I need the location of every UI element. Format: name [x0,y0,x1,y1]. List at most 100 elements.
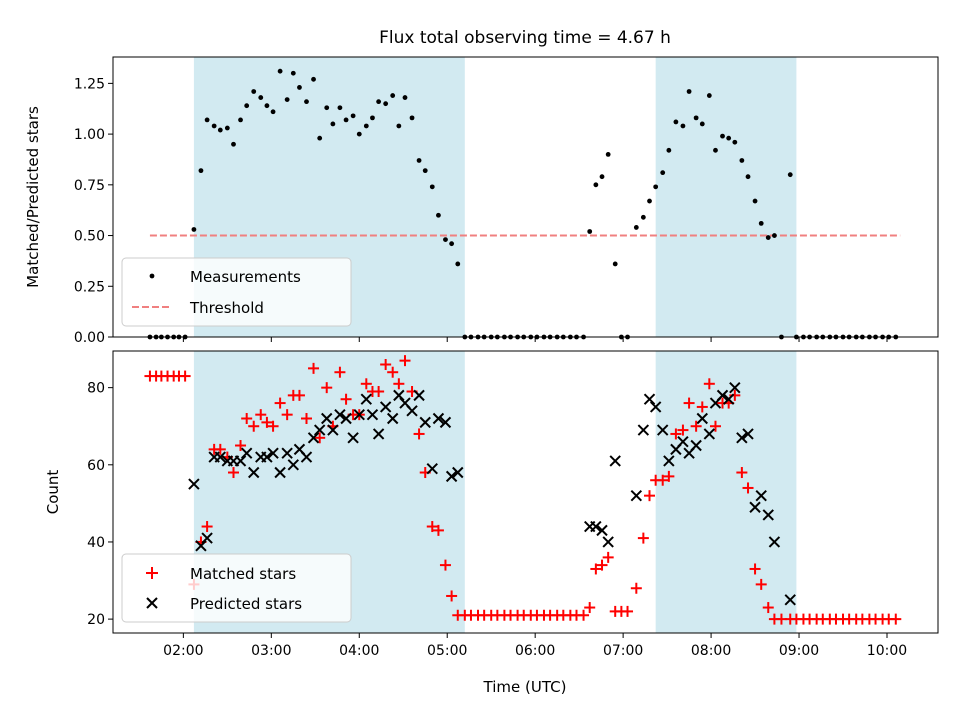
measurement-point [653,184,659,190]
measurement-point [673,119,679,125]
measurement-point [217,127,223,133]
matched-point [602,551,614,563]
measurement-point [211,123,217,129]
matched-point [373,386,385,398]
matched-point [446,590,458,602]
predicted-point [353,408,365,421]
measurement-point [370,115,375,121]
measurement-point [409,115,415,121]
measurement-point [277,68,283,74]
measurement-point [270,109,276,115]
measurement-point [429,184,435,190]
measurement-point [666,147,672,153]
matched-point [201,521,213,533]
matched-point [340,393,352,405]
predicted-point [321,412,333,425]
y-tick-label: 1.25 [74,76,105,92]
measurement-point [244,103,250,109]
measurement-point [772,233,777,238]
matched-point [426,521,438,533]
top-y-ticks: 0.00 0.25 0.50 0.75 1.00 1.25 [74,76,113,346]
bottom-x-ticks: 02:00 03:00 04:00 05:00 06:00 07:00 08:00 09:00… [163,633,907,659]
y-tick-label: 40 [87,535,105,551]
measurement-point [343,117,349,123]
bottom-y-axis-label: Count [44,470,62,515]
x-tick-label: 03:00 [251,643,291,659]
measurement-point [251,89,257,94]
measurement-point [204,117,210,123]
legend-predicted-marker [146,597,158,609]
measurement-point [402,95,408,100]
predicted-point [240,447,253,459]
predicted-point [749,501,761,513]
matched-point [663,470,675,482]
top-plot-frame [112,56,939,338]
predicted-point [426,462,438,475]
measurement-point [350,113,356,119]
measurement-point [713,147,718,153]
predicted-point [274,466,286,479]
measurement-point [383,101,389,107]
y-tick-label: 0.75 [74,178,105,194]
matched-point [703,378,715,390]
x-tick-label: 02:00 [163,643,203,659]
predicted-point [360,393,373,405]
predicted-point [630,489,643,502]
measurement-point [264,103,270,109]
measurement-point [363,123,369,129]
matched-point [214,443,226,455]
measurement-point [765,235,771,240]
measurement-point [680,123,686,129]
measurement-point [231,141,236,147]
measurement-point [599,174,605,180]
legend-measurements-marker [149,273,155,279]
top-measurement-points [147,68,899,340]
predicted-point [696,412,708,425]
x-tick-label: 06:00 [515,643,555,659]
predicted-point [214,451,227,463]
predicted-point [406,405,418,417]
measurement-point [732,139,738,145]
y-tick-label: 0.25 [74,279,105,295]
measurement-point [699,121,705,127]
matched-point [321,382,333,394]
measurement-point [758,220,764,226]
shaded-interval-2 [655,351,797,633]
top-x-ticks [182,337,888,342]
predicted-point [372,428,385,440]
x-tick-label: 10:00 [867,643,907,659]
measurement-point [396,123,402,129]
matched-point [749,563,761,575]
measurement-point [290,70,296,76]
measurement-point [660,170,666,176]
matched-point [261,416,273,428]
predicted-point [637,424,650,436]
top-legend-box [121,257,352,327]
matched-point [709,420,721,432]
measurement-point [640,214,646,220]
y-tick-label: 60 [87,458,105,474]
predicted-point [677,435,689,448]
measurement-point [416,158,422,163]
predicted-point [307,432,320,444]
matched-point [670,428,682,440]
matched-point [762,602,774,614]
bottom-legend: Matched stars Predicted stars [121,553,352,623]
matched-point [380,359,392,371]
predicted-point [393,389,405,402]
predicted-point [755,489,767,502]
matched-point [227,467,239,479]
measurement-point [337,105,343,111]
measurement-point [422,168,428,174]
measurement-point [311,76,316,82]
top-panel: 0.00 0.25 0.50 0.75 1.00 1.25 Matched/Predict… [24,56,939,346]
predicted-point [762,509,774,521]
predicted-point [281,447,293,459]
predicted-point [784,594,796,606]
measurement-point [258,95,264,100]
predicted-point [347,432,359,444]
predicted-point [736,432,748,444]
predicted-point [313,424,326,436]
